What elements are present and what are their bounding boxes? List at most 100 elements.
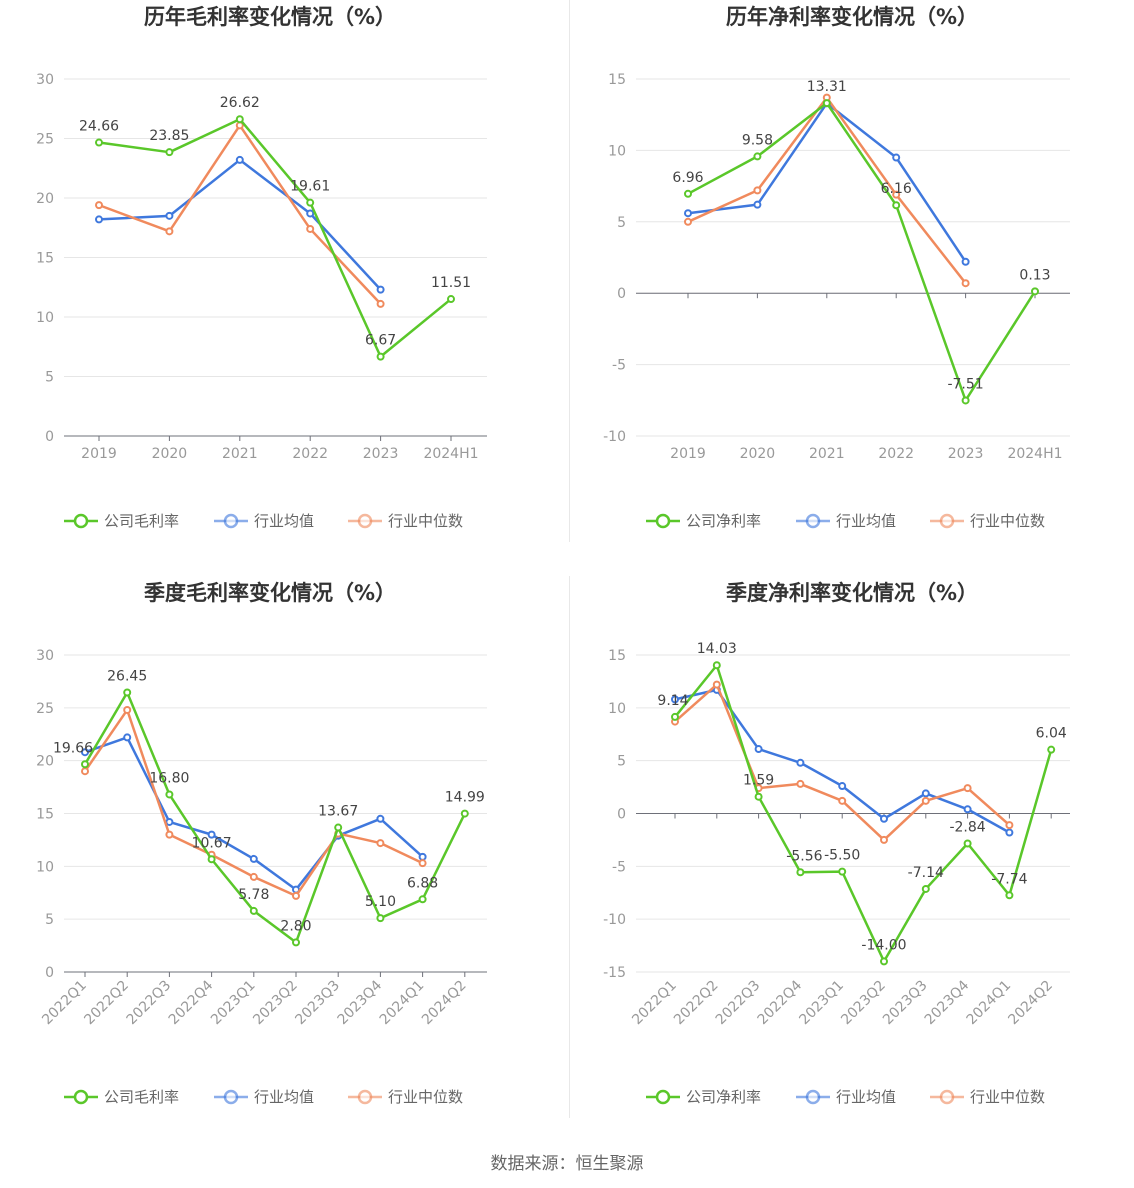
data-point-avg — [753, 200, 762, 209]
legend-item-avg: 行业均值 — [214, 1088, 314, 1106]
y-tick-label: 5 — [617, 754, 626, 770]
legend-marker — [655, 1089, 671, 1105]
data-label: 16.80 — [149, 770, 189, 786]
legend-item-avg: 行业均值 — [214, 512, 314, 530]
data-point-median — [796, 779, 805, 788]
data-point-avg — [1005, 828, 1014, 837]
legend-marker — [655, 513, 671, 529]
data-point-median — [376, 299, 385, 308]
legend-label: 行业均值 — [836, 512, 896, 530]
data-point-median — [165, 830, 174, 839]
data-point-company — [376, 352, 385, 361]
y-tick-label: 15 — [608, 72, 626, 88]
series-line-company — [98, 117, 452, 358]
data-point-avg — [376, 814, 385, 823]
legend-label: 行业中位数 — [388, 512, 463, 530]
x-tick-label: 2024Q2 — [1005, 978, 1056, 1029]
x-tick-label: 2019 — [81, 446, 117, 462]
data-point-company — [376, 914, 385, 923]
data-label: -7.14 — [908, 865, 944, 881]
x-tick-label: 2023Q3 — [880, 978, 931, 1029]
x-tick-label: 2023Q4 — [335, 977, 386, 1028]
x-tick-label: 2022Q4 — [166, 977, 217, 1028]
chart-title: 季度净利率变化情况（%） — [726, 581, 978, 605]
data-point-avg — [671, 695, 679, 704]
legend-item-median: 行业中位数 — [348, 512, 463, 530]
legend-label: 行业均值 — [254, 512, 314, 530]
data-label: -7.51 — [947, 376, 983, 392]
data-point-avg — [754, 745, 763, 754]
legend-marker — [223, 513, 239, 529]
x-tick-label: 2023Q4 — [922, 977, 973, 1028]
legend-item-company: 公司毛利率 — [64, 512, 179, 530]
data-label: 5.78 — [238, 887, 269, 903]
x-tick-label: 2020 — [740, 446, 776, 462]
data-point-company — [1031, 287, 1039, 296]
data-point-avg — [165, 817, 174, 826]
data-point-company — [684, 189, 692, 198]
data-label: 24.66 — [79, 119, 119, 135]
data-point-median — [249, 872, 258, 881]
data-point-company — [207, 855, 216, 864]
chart-quarterly-net-margin: 季度净利率变化情况（%） -15 -10 -5 0 5 10 15 2022Q1 2022Q2 20… — [570, 576, 1134, 1152]
data-point-company — [921, 884, 930, 893]
data-point-company — [754, 792, 763, 801]
chart-svg: 历年毛利率变化情况（%） 0 5 10 15 20 25 30 2019 2020 2021 2022… — [36, 5, 487, 530]
data-label: 5.10 — [365, 894, 396, 910]
data-label: 6.96 — [672, 170, 703, 186]
legend-marker — [939, 1089, 955, 1105]
data-label: 19.66 — [53, 740, 93, 756]
legend-marker — [73, 513, 89, 529]
data-label: 2.80 — [280, 918, 311, 934]
data-point-company — [822, 99, 831, 108]
x-tick-label: 2023 — [363, 446, 399, 462]
y-tick-label: 5 — [45, 912, 54, 928]
data-point-median — [880, 835, 888, 844]
data-point-avg — [963, 805, 972, 814]
data-point-median — [963, 784, 972, 793]
series-line-avg — [98, 158, 382, 291]
data-point-avg — [418, 852, 427, 861]
legend-item-median: 行业中位数 — [930, 1088, 1045, 1106]
data-point-avg — [892, 153, 901, 162]
data-point-company — [1005, 891, 1014, 900]
x-tick-label: 2022Q2 — [81, 978, 132, 1029]
data-point-median — [961, 279, 970, 288]
data-point-avg — [95, 215, 103, 224]
data-point-median — [292, 891, 300, 900]
data-point-company — [95, 138, 103, 147]
x-tick-label: 2024Q1 — [377, 978, 428, 1029]
data-point-avg — [838, 782, 847, 791]
y-tick-label: 15 — [36, 807, 54, 823]
y-tick-label: 10 — [608, 143, 626, 159]
data-point-company — [123, 688, 132, 697]
chart-annual-net-margin: 历年净利率变化情况（%） -10 -5 0 5 10 15 2019 2020 2021 2022 2… — [570, 0, 1134, 576]
x-tick-label: 2022Q3 — [124, 978, 175, 1029]
legend-item-company: 公司毛利率 — [64, 1088, 179, 1106]
y-tick-label: -5 — [612, 859, 626, 875]
chart-svg: 季度毛利率变化情况（%）0510152025302022Q12022Q22022… — [36, 581, 487, 1106]
y-tick-label: 15 — [608, 648, 626, 664]
x-tick-label: 2022Q3 — [713, 978, 764, 1029]
x-tick-label: 2024H1 — [1007, 446, 1062, 462]
legend-item-median: 行业中位数 — [930, 512, 1045, 530]
data-label: 9.14 — [657, 693, 688, 709]
data-point-avg — [684, 209, 692, 218]
data-point-company — [753, 152, 762, 161]
data-label: 13.67 — [318, 804, 358, 820]
y-tick-label: -10 — [603, 912, 626, 928]
series-line-company — [83, 691, 466, 944]
data-point-avg — [81, 748, 89, 757]
x-tick-label: 2022Q1 — [39, 978, 90, 1029]
data-label: -5.56 — [786, 848, 822, 864]
y-tick-label: 5 — [617, 215, 626, 231]
data-label: -2.84 — [949, 820, 985, 836]
legend-marker — [939, 513, 955, 529]
data-label: 6.16 — [881, 181, 912, 197]
data-label: -5.50 — [824, 848, 860, 864]
chart-title: 历年毛利率变化情况（%） — [144, 5, 396, 29]
divider-bottom — [569, 576, 570, 1118]
data-label: 26.45 — [107, 669, 147, 685]
legend-label: 公司毛利率 — [104, 512, 179, 530]
legend-item-avg: 行业均值 — [796, 1088, 896, 1106]
